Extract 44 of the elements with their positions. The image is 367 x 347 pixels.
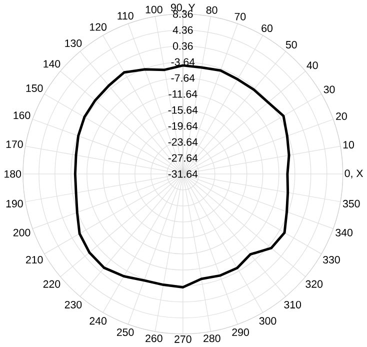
spoke-label: 170 (6, 140, 23, 148)
y-tick-label: -7.64 (171, 74, 195, 82)
spoke-label: 80 (206, 6, 218, 14)
spoke-label: 320 (306, 280, 323, 288)
y-tick-label: 4.36 (172, 26, 193, 34)
spoke-label: 150 (26, 84, 43, 92)
y-tick-label: -15.64 (168, 106, 198, 114)
y-tick-label: 0.36 (172, 42, 193, 50)
spoke-label: 110 (118, 12, 134, 20)
y-tick-label: -23.64 (168, 138, 198, 146)
spoke-label: 140 (44, 60, 60, 68)
spoke-label: 280 (204, 334, 220, 342)
spoke-label: 350 (342, 200, 360, 208)
spoke-label: 190 (6, 200, 23, 208)
y-tick-label: -11.64 (168, 90, 198, 98)
spoke-label: 310 (284, 301, 302, 309)
spoke-label: 10 (343, 141, 354, 149)
y-tick-label: -19.64 (168, 122, 198, 130)
spoke-label: 160 (14, 112, 30, 120)
spoke-label: 40 (306, 62, 318, 70)
spoke-label: 60 (262, 24, 272, 32)
spoke-label: 260 (146, 334, 162, 342)
spoke-label: 30 (324, 86, 335, 94)
spoke-label: 120 (90, 23, 107, 31)
spoke-label: 130 (65, 40, 82, 48)
spoke-label: 270 (174, 336, 192, 344)
spoke-label: 20 (336, 112, 347, 120)
spoke-label: 210 (26, 256, 43, 264)
spoke-label: 250 (116, 328, 134, 336)
spoke-label: 220 (43, 280, 60, 288)
spoke-label: 340 (336, 229, 352, 237)
spoke-label: 0, X (344, 170, 364, 179)
spoke-label: 70 (234, 13, 246, 21)
y-tick-label: -27.64 (168, 154, 198, 162)
spoke-label: 330 (323, 256, 340, 264)
y-tick-label: -31.64 (168, 170, 198, 178)
spoke-label: 180 (4, 170, 22, 178)
spoke-label: 200 (13, 229, 30, 237)
spoke-label: 50 (286, 41, 297, 49)
spoke-label: 290 (232, 328, 249, 336)
spoke-label: 230 (64, 301, 82, 309)
spoke-label: 240 (90, 317, 107, 325)
spoke-label: 300 (259, 317, 276, 325)
spoke-label: 100 (146, 6, 162, 14)
